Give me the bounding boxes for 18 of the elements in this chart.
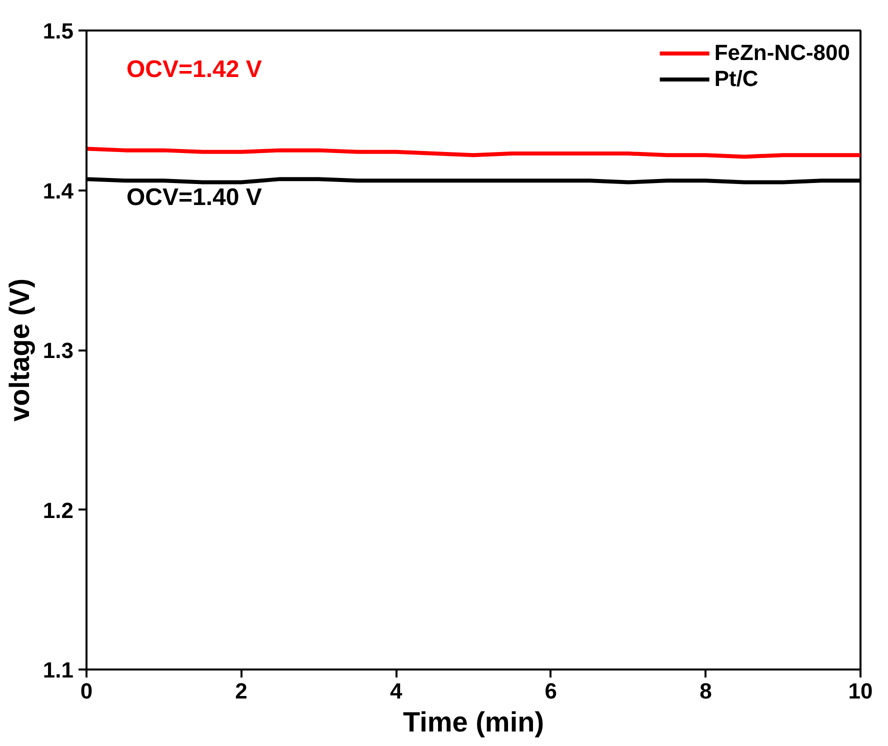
line-series [86, 146, 860, 159]
x-tick-label: 10 [848, 678, 873, 704]
legend-label: FeZn-NC-800 [714, 40, 850, 66]
y-tick-label: 1.3 [42, 338, 74, 363]
y-tick-label: 1.4 [42, 178, 74, 204]
x-tick-label: 6 [544, 678, 558, 704]
x-axis-title: Time (min) [402, 706, 544, 738]
legend-label: Pt/C [714, 66, 758, 92]
annotation: OCV=1.42 V [126, 56, 262, 83]
x-tick-label: 2 [235, 678, 248, 704]
x-tick-label: 8 [700, 678, 712, 704]
annotation: OCV=1.40 V [126, 184, 262, 211]
y-tick-label: 1.2 [42, 498, 74, 523]
x-tick-label: 4 [390, 678, 403, 704]
y-tick-label: 1.5 [42, 18, 74, 44]
x-tick-label: 0 [80, 678, 93, 704]
y-tick-label: 1.1 [42, 658, 74, 682]
y-axis-title: voltage (V) [4, 278, 35, 422]
